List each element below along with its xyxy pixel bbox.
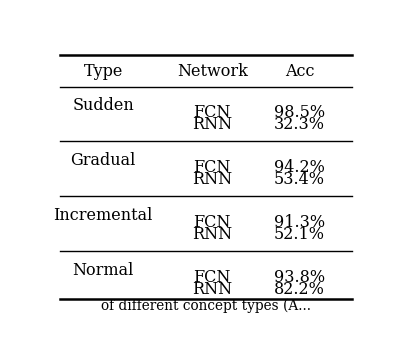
Text: 93.8%: 93.8% [273,268,324,286]
Text: Gradual: Gradual [70,152,136,169]
Text: RNN: RNN [192,226,232,243]
Text: RNN: RNN [192,171,232,188]
Text: Network: Network [176,63,247,80]
Text: of different concept types (A...: of different concept types (A... [101,298,310,313]
Text: 53.4%: 53.4% [273,171,324,188]
Text: RNN: RNN [192,281,232,298]
Text: Normal: Normal [72,262,134,279]
Text: Acc: Acc [284,63,314,80]
Text: RNN: RNN [192,116,232,134]
Text: 94.2%: 94.2% [273,159,324,176]
Text: Incremental: Incremental [53,207,152,224]
Text: 82.2%: 82.2% [273,281,324,298]
Text: 32.3%: 32.3% [273,116,324,134]
Text: FCN: FCN [193,214,230,231]
Text: Sudden: Sudden [72,97,134,114]
Text: FCN: FCN [193,268,230,286]
Text: 91.3%: 91.3% [273,214,324,231]
Text: 98.5%: 98.5% [273,104,324,121]
Text: 52.1%: 52.1% [273,226,324,243]
Text: Type: Type [83,63,123,80]
Text: FCN: FCN [193,104,230,121]
Text: FCN: FCN [193,159,230,176]
